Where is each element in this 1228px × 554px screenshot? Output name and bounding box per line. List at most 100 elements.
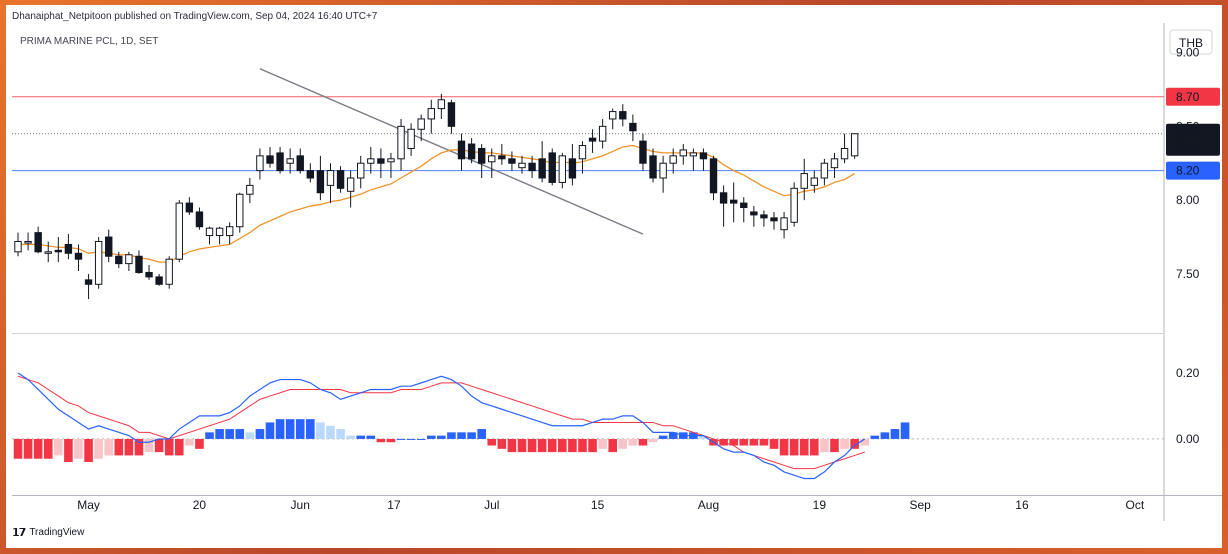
candle (296, 148, 304, 174)
chart-svg[interactable]: THB9.008.508.007.500.200.00May20Jun17Jul… (6, 5, 1222, 548)
candle (790, 182, 798, 227)
candle-body (548, 152, 556, 183)
candle (619, 104, 627, 127)
candle-body (780, 217, 788, 231)
candle-body (175, 202, 183, 260)
histogram-bar (537, 438, 547, 453)
candle (115, 251, 123, 269)
candle (850, 133, 859, 159)
histogram-bar (477, 429, 486, 439)
level-badge (1166, 161, 1220, 180)
histogram-bar (215, 429, 224, 439)
histogram-bar (547, 438, 557, 453)
candle (699, 148, 708, 171)
candle (810, 170, 819, 193)
candle (760, 210, 768, 227)
histogram-bar (648, 438, 658, 443)
candle (407, 123, 415, 156)
histogram-bar (416, 438, 426, 440)
candle (326, 163, 335, 204)
candle (488, 148, 496, 178)
candle-body (719, 192, 728, 204)
candle (709, 155, 718, 201)
candle-body (225, 226, 234, 237)
price-tick-label: 7.50 (1176, 267, 1200, 281)
candle-body (629, 122, 637, 132)
histogram-bar (568, 438, 577, 453)
candle-body (830, 158, 839, 169)
tradingview-logo-icon: 𝟭𝟳 (12, 527, 26, 539)
candle-body (316, 170, 325, 194)
candle-body (729, 199, 738, 204)
candle (609, 108, 617, 130)
chart-frame: Dhanaiphat_Netpitoon published on Tradin… (6, 5, 1222, 548)
candle (44, 241, 52, 263)
candle-body (820, 162, 829, 179)
candle (225, 222, 234, 245)
level-badge (1166, 87, 1220, 106)
candle (397, 118, 405, 171)
ema-line (18, 144, 855, 263)
candle-body (619, 111, 627, 120)
candle (840, 133, 849, 164)
candle-body (639, 140, 647, 164)
candle-body (407, 128, 415, 149)
candle-body (447, 102, 456, 127)
histogram-bar (598, 438, 607, 449)
candle (94, 237, 103, 289)
histogram-bar (74, 438, 83, 459)
candle (205, 226, 214, 245)
histogram-bar (84, 438, 93, 463)
candle-body (115, 255, 123, 265)
histogram-bar (578, 438, 587, 453)
candle (34, 226, 42, 254)
candle (417, 114, 425, 142)
histogram-bar (437, 435, 446, 439)
candle (578, 141, 587, 174)
candle-body (508, 158, 516, 164)
candle-body (568, 158, 577, 179)
candle-body (125, 254, 133, 265)
candle (387, 152, 395, 178)
candle-body (598, 125, 607, 142)
candle-body (518, 162, 526, 169)
histogram-bar (316, 422, 325, 439)
price-tick-label: 9.00 (1176, 46, 1200, 60)
histogram-bar (33, 438, 43, 459)
histogram-bar (104, 438, 114, 456)
histogram-bar (154, 438, 164, 453)
footer-brand[interactable]: 𝟭𝟳 TradingView (12, 526, 84, 539)
histogram-bar (900, 422, 910, 439)
candle (689, 148, 698, 171)
histogram-bar (860, 438, 870, 446)
histogram-bar (457, 432, 466, 439)
candle (719, 185, 728, 227)
candle (629, 114, 637, 142)
histogram-bar (235, 429, 245, 439)
histogram-bar (729, 438, 738, 446)
candle-body (357, 162, 365, 179)
candle-body (800, 173, 808, 189)
histogram-bar (245, 432, 255, 439)
candle-body (760, 214, 768, 219)
candle (558, 152, 567, 189)
candle (740, 197, 748, 223)
histogram-bar (13, 438, 23, 459)
candle (357, 155, 365, 189)
histogram-bar (144, 438, 154, 453)
histogram-bar (185, 438, 194, 446)
histogram-bar (628, 438, 638, 446)
histogram-bar (205, 432, 214, 439)
candle (236, 192, 244, 233)
candle (377, 148, 385, 178)
candle-body (528, 162, 536, 172)
candle-body (659, 162, 667, 179)
candle (548, 148, 556, 186)
candle-body (246, 184, 254, 195)
macd-tick-label: 0.20 (1176, 366, 1200, 380)
candle-body (498, 155, 506, 160)
histogram-bar (356, 435, 366, 439)
candle-body (679, 149, 687, 157)
histogram-bar (789, 438, 799, 456)
candle-body (54, 249, 63, 253)
